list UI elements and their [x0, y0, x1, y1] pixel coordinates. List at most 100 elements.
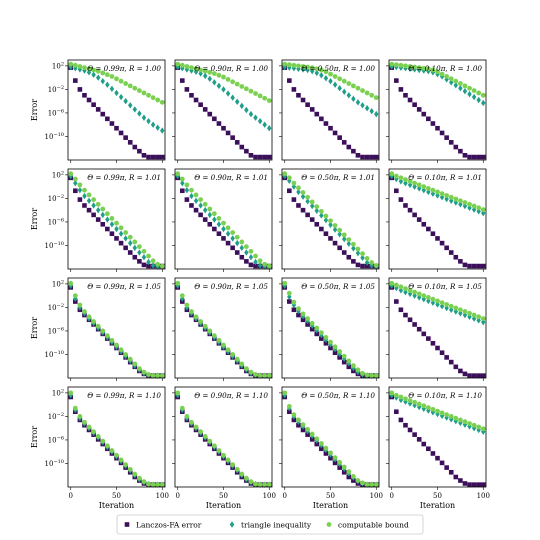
- y-axis-label: Error: [30, 208, 39, 230]
- data-point: [155, 154, 160, 160]
- data-point: [407, 427, 413, 433]
- data-point: [100, 70, 106, 76]
- x-tick-label: 0: [283, 492, 287, 500]
- data-point: [282, 61, 288, 67]
- panel: Θ = 0.10π, R = 1.00: [386, 59, 487, 163]
- data-point: [257, 93, 263, 99]
- axes-frame: [67, 386, 166, 488]
- data-point: [480, 207, 486, 212]
- data-point: [248, 88, 254, 94]
- data-point: [141, 152, 147, 158]
- data-point: [341, 353, 347, 359]
- data-point: [364, 105, 370, 112]
- data-point: [230, 79, 236, 85]
- data-point: [439, 240, 445, 246]
- data-point: [95, 206, 101, 214]
- data-point: [136, 475, 142, 481]
- data-point: [235, 239, 240, 247]
- legend-marker: [326, 522, 332, 527]
- data-point: [476, 373, 481, 378]
- data-point: [444, 355, 449, 360]
- series-computable-bound: [282, 61, 379, 101]
- data-point: [286, 175, 292, 181]
- series-computable-bound: [389, 171, 486, 212]
- data-point: [471, 422, 477, 428]
- data-point: [287, 78, 292, 83]
- data-point: [105, 216, 110, 223]
- data-point: [403, 422, 408, 428]
- data-point: [216, 121, 222, 126]
- data-point: [328, 339, 333, 345]
- data-point: [150, 482, 156, 488]
- x-tick-label: 0: [390, 492, 394, 500]
- data-point: [403, 92, 408, 98]
- legend-label: Lanczos-FA error: [136, 520, 202, 529]
- data-point: [421, 331, 427, 337]
- data-point: [72, 176, 78, 182]
- data-point: [257, 154, 263, 160]
- y-axis-label: Error: [30, 426, 39, 448]
- data-point: [132, 85, 138, 91]
- data-point: [355, 367, 361, 373]
- data-point: [435, 236, 440, 241]
- data-point: [355, 85, 361, 91]
- data-point: [435, 298, 440, 304]
- data-point: [305, 194, 311, 200]
- data-point: [193, 192, 199, 198]
- data-point: [248, 254, 254, 261]
- data-point: [462, 83, 468, 89]
- data-point: [373, 263, 379, 268]
- legend-marker: [229, 521, 235, 528]
- data-point: [207, 328, 213, 334]
- data-point: [416, 437, 422, 442]
- data-point: [175, 171, 181, 177]
- data-point: [341, 78, 347, 84]
- data-point: [341, 140, 347, 145]
- data-point: [266, 98, 272, 103]
- data-point: [444, 412, 450, 418]
- data-point: [314, 111, 320, 117]
- axes-frame: [388, 168, 487, 270]
- data-point: [146, 263, 151, 269]
- data-point: [305, 426, 311, 432]
- data-point: [262, 261, 268, 267]
- data-point: [136, 88, 142, 93]
- data-point: [462, 262, 468, 268]
- data-point: [146, 117, 151, 125]
- data-point: [136, 366, 142, 371]
- data-point: [180, 188, 185, 194]
- data-point: [141, 90, 147, 96]
- data-point: [416, 326, 422, 332]
- data-point: [212, 79, 217, 86]
- data-point: [332, 240, 338, 246]
- data-point: [141, 248, 147, 254]
- data-point: [412, 322, 417, 327]
- data-point: [282, 171, 288, 177]
- data-point: [319, 116, 324, 122]
- data-point: [421, 65, 427, 71]
- data-point: [230, 94, 235, 101]
- panel-title: Θ = 0.99π, R = 1.10: [87, 391, 161, 400]
- data-point: [319, 72, 324, 79]
- data-point: [444, 302, 450, 307]
- data-point: [421, 221, 427, 227]
- data-point: [253, 114, 258, 121]
- data-point: [253, 481, 258, 487]
- panel: Θ = 0.90π, R = 1.01: [172, 168, 273, 272]
- data-point: [221, 74, 226, 80]
- data-point: [137, 148, 142, 154]
- data-point: [266, 263, 272, 269]
- data-point: [462, 152, 468, 158]
- data-point: [355, 152, 361, 158]
- data-point: [114, 125, 119, 131]
- data-point: [394, 78, 399, 83]
- legend-label: triangle inequality: [241, 520, 312, 529]
- axes-frame: [174, 386, 273, 488]
- data-point: [175, 280, 181, 286]
- data-point: [109, 216, 115, 221]
- data-point: [146, 481, 151, 487]
- data-point: [425, 186, 431, 191]
- series-computable-bound: [389, 390, 486, 432]
- x-tick-label: 50: [219, 492, 228, 500]
- panel: 102 10−2 10−6 10−10 Θ = 0.99π, R = 1.05 Error: [30, 277, 166, 381]
